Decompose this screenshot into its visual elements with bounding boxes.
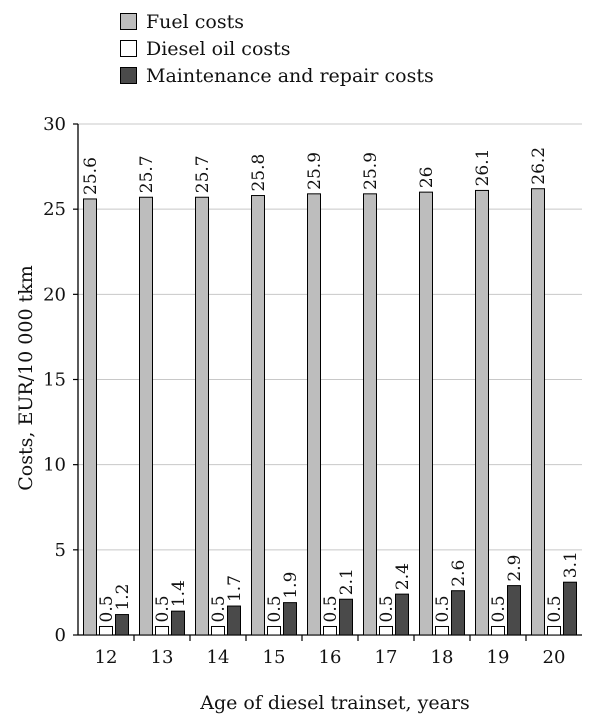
bar-fuel <box>83 198 97 636</box>
bar-fuel <box>419 191 433 636</box>
bar-diesel-oil <box>379 625 393 636</box>
data-label-fuel: 25.9 <box>305 152 325 190</box>
bar-diesel-oil <box>211 625 225 636</box>
x-tick-label: 16 <box>319 647 342 668</box>
bar-maintenance <box>115 614 129 636</box>
data-label-maintenance: 2.9 <box>505 555 525 582</box>
bar-diesel-oil <box>435 625 449 636</box>
x-tick-label: 12 <box>95 647 118 668</box>
bar-diesel-oil <box>323 625 337 636</box>
bar-fuel <box>307 193 321 636</box>
x-axis-label: Age of diesel trainset, years <box>200 692 470 714</box>
data-label-maintenance: 1.4 <box>169 580 189 607</box>
data-label-fuel: 25.9 <box>361 152 381 190</box>
data-label-fuel: 25.6 <box>81 157 101 195</box>
x-tick-label: 13 <box>151 647 174 668</box>
bar-diesel-oil <box>267 625 281 636</box>
data-label-diesel-oil: 0.5 <box>265 595 285 622</box>
legend-label-diesel-oil: Diesel oil costs <box>146 37 291 60</box>
data-label-maintenance: 1.2 <box>113 584 133 611</box>
bar-maintenance <box>563 581 577 636</box>
data-label-fuel: 25.8 <box>249 154 269 192</box>
data-label-diesel-oil: 0.5 <box>153 595 173 622</box>
bar-maintenance <box>395 593 409 636</box>
y-tick-label: 15 <box>43 370 66 391</box>
y-tick-label: 5 <box>55 540 66 561</box>
legend-label-fuel: Fuel costs <box>146 10 244 33</box>
data-label-diesel-oil: 0.5 <box>97 595 117 622</box>
data-label-maintenance: 1.7 <box>225 575 245 602</box>
legend-label-maintenance: Maintenance and repair costs <box>146 64 434 87</box>
bar-fuel <box>195 196 209 636</box>
legend: Fuel costs Diesel oil costs Maintenance … <box>120 8 434 89</box>
y-tick-label: 25 <box>43 199 66 220</box>
x-tick-label: 20 <box>543 647 566 668</box>
data-label-maintenance: 2.4 <box>393 563 413 590</box>
data-label-fuel: 26.2 <box>529 147 549 185</box>
data-label-diesel-oil: 0.5 <box>209 595 229 622</box>
legend-swatch-maintenance <box>120 67 137 84</box>
data-label-maintenance: 2.1 <box>337 568 357 595</box>
data-label-fuel: 26.1 <box>473 149 493 187</box>
bar-diesel-oil <box>99 625 113 636</box>
legend-swatch-fuel <box>120 13 137 30</box>
bar-maintenance <box>171 610 185 636</box>
bar-fuel <box>531 188 545 636</box>
legend-item-maintenance: Maintenance and repair costs <box>120 62 434 89</box>
y-axis-label: Costs, EUR/10 000 tkm <box>15 265 37 491</box>
data-label-fuel: 25.7 <box>137 155 157 193</box>
bar-diesel-oil <box>155 625 169 636</box>
data-label-diesel-oil: 0.5 <box>489 595 509 622</box>
bar-diesel-oil <box>491 625 505 636</box>
data-label-diesel-oil: 0.5 <box>433 595 453 622</box>
bar-fuel <box>139 196 153 636</box>
bar-maintenance <box>283 602 297 636</box>
data-label-diesel-oil: 0.5 <box>377 595 397 622</box>
data-label-diesel-oil: 0.5 <box>321 595 341 622</box>
legend-swatch-diesel-oil <box>120 40 137 57</box>
data-label-fuel: 25.7 <box>193 155 213 193</box>
data-label-diesel-oil: 0.5 <box>545 595 565 622</box>
x-tick-label: 15 <box>263 647 286 668</box>
bar-maintenance <box>507 585 521 636</box>
y-tick-label: 30 <box>43 114 66 135</box>
data-label-fuel: 26 <box>417 166 437 188</box>
bar-diesel-oil <box>547 625 561 636</box>
data-label-maintenance: 1.9 <box>281 572 301 599</box>
x-tick-label: 14 <box>207 647 230 668</box>
bar-fuel <box>363 193 377 636</box>
y-tick-label: 20 <box>43 284 66 305</box>
x-tick-label: 17 <box>375 647 398 668</box>
bar-maintenance <box>227 605 241 636</box>
y-tick-label: 0 <box>55 625 66 646</box>
bar-fuel <box>475 189 489 636</box>
x-tick-label: 19 <box>487 647 510 668</box>
x-tick-label: 18 <box>431 647 454 668</box>
data-label-maintenance: 2.6 <box>449 560 469 587</box>
legend-item-diesel-oil: Diesel oil costs <box>120 35 434 62</box>
legend-item-fuel: Fuel costs <box>120 8 434 35</box>
bar-maintenance <box>339 598 353 636</box>
bar-maintenance <box>451 590 465 636</box>
data-label-maintenance: 3.1 <box>561 551 581 578</box>
y-tick-label: 10 <box>43 455 66 476</box>
bar-fuel <box>251 195 265 636</box>
